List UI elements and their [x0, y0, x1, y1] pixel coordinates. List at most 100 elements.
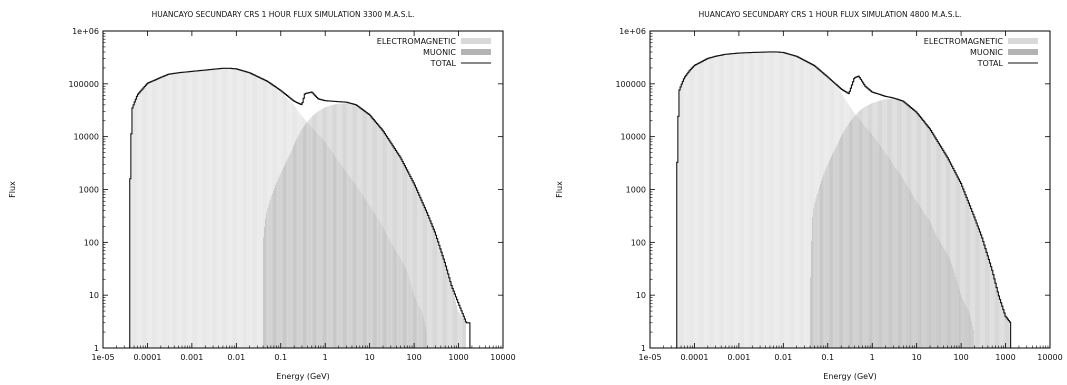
electromagnetic-bin	[774, 52, 776, 349]
electromagnetic-bin	[734, 53, 736, 349]
muonic-bin	[329, 105, 331, 349]
muonic-bin	[303, 126, 304, 349]
y-tick-label: 1	[641, 344, 646, 353]
muonic-bin	[980, 234, 982, 348]
electromagnetic-bin	[925, 215, 927, 348]
muonic-bin	[429, 220, 431, 348]
muonic-bin	[883, 99, 885, 348]
muonic-bin	[983, 245, 985, 348]
muonic-bin	[381, 130, 383, 348]
muonic-bin	[946, 155, 947, 348]
muonic-bin	[961, 186, 963, 348]
electromagnetic-bin	[742, 53, 743, 349]
muonic-bin	[953, 170, 955, 348]
muonic-bin	[811, 240, 812, 348]
electromagnetic-bin	[953, 269, 954, 348]
electromagnetic-bin	[771, 52, 772, 349]
muonic-bin	[277, 179, 279, 348]
muonic-bin	[309, 118, 311, 348]
x-tick-label: 100	[953, 353, 968, 362]
legend-swatch	[1008, 49, 1038, 55]
muonic-bin	[901, 101, 903, 348]
muonic-bin	[861, 109, 862, 348]
muonic-bin	[871, 103, 872, 348]
muonic-bin	[396, 151, 398, 348]
muonic-bin	[874, 102, 876, 348]
electromagnetic-bin	[684, 77, 686, 348]
electromagnetic-bin	[691, 68, 692, 349]
muonic-bin	[313, 115, 314, 348]
electromagnetic-bin	[806, 62, 808, 348]
electromagnetic-bin	[956, 281, 958, 348]
x-tick-label: 0.0001	[133, 353, 161, 362]
muonic-bin	[823, 174, 825, 348]
electromagnetic-bin	[795, 56, 797, 348]
muonic-bin	[853, 117, 855, 348]
electromagnetic-bin	[180, 72, 182, 348]
muonic-bin	[951, 166, 953, 348]
muonic-bin	[922, 120, 924, 349]
muonic-bin	[878, 101, 879, 348]
muonic-bin	[286, 161, 288, 348]
electromagnetic-bin	[917, 203, 919, 348]
electromagnetic-bin	[693, 66, 695, 349]
electromagnetic-bin	[160, 77, 162, 348]
muonic-bin	[902, 102, 904, 348]
muonic-bin	[364, 111, 365, 348]
electromagnetic-bin	[730, 53, 731, 348]
series-muonic	[263, 103, 466, 349]
electromagnetic-bin	[965, 305, 967, 348]
electromagnetic-bin	[930, 222, 931, 348]
electromagnetic-bin	[778, 52, 780, 348]
electromagnetic-bin	[241, 70, 243, 349]
muonic-bin	[907, 104, 908, 349]
muonic-bin	[317, 111, 319, 348]
muonic-bin	[269, 199, 271, 348]
muonic-bin	[386, 136, 388, 348]
electromagnetic-bin	[812, 64, 813, 349]
muonic-bin	[289, 153, 291, 348]
electromagnetic-bin	[723, 54, 725, 348]
muonic-bin	[815, 198, 817, 348]
y-tick-label: 1e+06	[619, 27, 646, 36]
muonic-bin	[267, 208, 269, 348]
muonic-bin	[448, 277, 450, 348]
muonic-bin	[918, 115, 919, 348]
muonic-bin	[453, 292, 454, 348]
electromagnetic-bin	[139, 92, 141, 348]
electromagnetic-bin	[695, 64, 697, 348]
electromagnetic-bin	[777, 52, 779, 348]
electromagnetic-bin	[225, 68, 226, 348]
chart-title: HUANCAYO SECUNDARY CRS 1 HOUR FLUX SIMUL…	[699, 10, 962, 19]
electromagnetic-bin	[703, 60, 705, 349]
electromagnetic-bin	[798, 57, 800, 348]
electromagnetic-bin	[811, 64, 812, 348]
electromagnetic-bin	[958, 289, 960, 348]
muonic-bin	[956, 174, 957, 348]
muonic-bin	[394, 148, 395, 348]
muonic-bin	[824, 171, 826, 348]
muonic-bin	[825, 168, 827, 348]
electromagnetic-bin	[167, 74, 169, 349]
electromagnetic-bin	[760, 52, 761, 348]
muonic-bin	[996, 287, 997, 348]
electromagnetic-bin	[776, 52, 778, 348]
muonic-bin	[360, 108, 362, 348]
electromagnetic-bin	[781, 52, 782, 348]
muonic-bin	[923, 122, 925, 348]
electromagnetic-bin	[176, 73, 178, 348]
electromagnetic-bin	[205, 70, 206, 348]
muonic-bin	[914, 111, 916, 348]
muonic-bin	[403, 163, 404, 348]
electromagnetic-bin	[151, 81, 153, 348]
electromagnetic-bin	[208, 69, 210, 348]
muonic-bin	[868, 105, 869, 349]
electromagnetic-bin	[783, 52, 785, 348]
muonic-bin	[921, 119, 923, 348]
electromagnetic-bin	[791, 55, 792, 348]
electromagnetic-bin	[717, 55, 719, 348]
muonic-bin	[275, 185, 276, 348]
x-tick-label: 1e-05	[91, 353, 114, 362]
muonic-bin	[341, 103, 343, 348]
electromagnetic-bin	[808, 63, 810, 349]
